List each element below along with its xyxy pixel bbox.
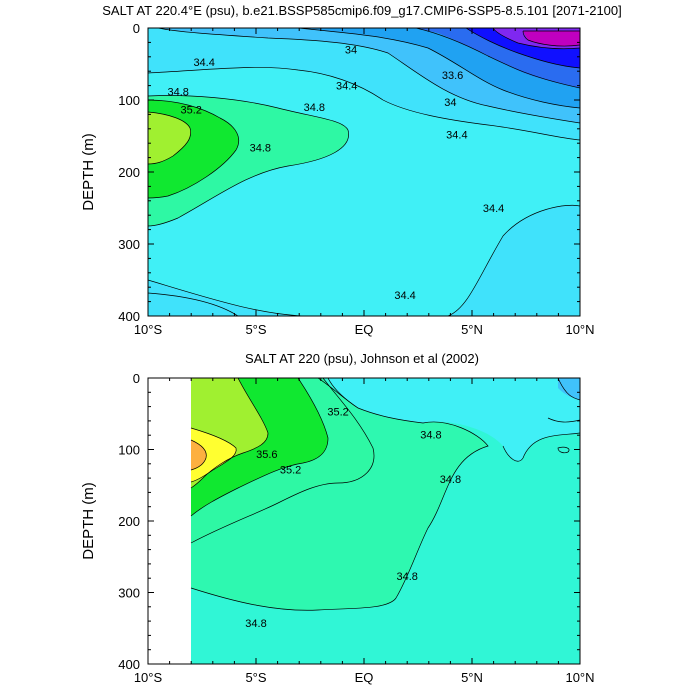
top-contour-34.8-a (148, 95, 349, 227)
x-tick-label: EQ (355, 670, 374, 685)
x-tick-label: 5°N (461, 670, 483, 685)
bottom-contour-34.6 (327, 378, 580, 462)
y-tick-label: 300 (118, 237, 140, 252)
bottom-contour-35.0 (190, 378, 375, 544)
top-y-axis-label: DEPTH (m) (80, 133, 97, 211)
bottom-contour-34.4 (557, 378, 580, 401)
x-tick-label: 10°S (134, 670, 163, 685)
contour-label: 34.4 (483, 203, 504, 215)
top-contour-35.2 (148, 99, 240, 199)
bottom-tick-labels: 10°S 5°S EQ 5°N 10°N 0 100 200 300 400 (118, 371, 594, 685)
top-contour-34.4-deep-right (318, 204, 580, 316)
bottom-fill-cyan (328, 378, 580, 462)
contour-label: 34.8 (440, 474, 461, 486)
bottom-fill-yellow (191, 428, 237, 482)
bottom-contour-35.8 (190, 439, 207, 471)
bottom-contour-35.4 (190, 378, 269, 489)
contour-label: 34.8 (250, 143, 271, 155)
bottom-y-axis-label: DEPTH (m) (80, 482, 97, 560)
top-tick-labels: 10°S 5°S EQ 5°N 10°N 0 100 200 300 400 (118, 21, 594, 337)
top-fill-purple (523, 31, 580, 47)
x-tick-label: 10°S (134, 322, 163, 337)
bottom-plot-area (148, 378, 580, 664)
bottom-panel: SALT AT 220 (psu), Johnson et al (2002) (80, 351, 595, 685)
contour-label: 35.2 (180, 104, 201, 116)
y-tick-label: 300 (118, 586, 140, 601)
bottom-fill-sky (558, 378, 580, 400)
x-tick-label: 10°N (565, 670, 594, 685)
bottom-chart-title: SALT AT 220 (psu), Johnson et al (2002) (245, 351, 479, 366)
x-tick-label: 5°S (245, 670, 266, 685)
y-tick-label: 400 (118, 309, 140, 324)
top-ticks (147, 27, 581, 317)
y-tick-label: 200 (118, 165, 140, 180)
bottom-contour-35.2 (190, 378, 329, 517)
contour-label: 34.4 (336, 81, 357, 93)
y-tick-label: 200 (118, 514, 140, 529)
top-fill-light-green (148, 112, 191, 164)
top-contour-35.6 (148, 111, 192, 165)
contour-label: 35.2 (280, 465, 301, 477)
contour-label: 34.4 (446, 130, 467, 142)
y-tick-label: 0 (133, 21, 140, 36)
contour-label: 35.6 (256, 449, 277, 461)
x-tick-label: 5°N (461, 322, 483, 337)
top-panel: SALT AT 220.4°E (psu), b.e21.BSSP585cmip… (80, 3, 622, 337)
bottom-contour-lines (190, 378, 580, 611)
bottom-contour-labels: 35.235.635.234.834.834.834.8 (245, 407, 461, 631)
top-contour-lines (148, 28, 580, 316)
contour-label: 34.8 (168, 86, 189, 98)
bottom-contour-35.6 (190, 427, 237, 483)
contour-label: 33.6 (442, 70, 463, 82)
top-contour-34.4-upper (148, 67, 580, 141)
contour-label: 34.8 (245, 618, 266, 630)
top-contour-34.0 (157, 28, 580, 124)
contour-label: 34.8 (420, 429, 441, 441)
bottom-contour-34.6-island (557, 446, 570, 454)
x-tick-label: 10°N (565, 322, 594, 337)
top-contour-34.4-bottom-left (148, 292, 239, 316)
y-tick-label: 100 (118, 93, 140, 108)
contour-label: 34.8 (304, 102, 325, 114)
top-chart-title: SALT AT 220.4°E (psu), b.e21.BSSP585cmip… (102, 3, 622, 18)
contour-label: 35.2 (327, 407, 348, 419)
top-contour-32.4 (492, 28, 580, 50)
y-tick-label: 0 (133, 371, 140, 386)
top-fill-light-cyan-deep (148, 205, 580, 316)
top-contour-33.2 (415, 28, 580, 89)
bottom-contour-34.8-main (190, 378, 489, 611)
y-tick-label: 400 (118, 657, 140, 672)
top-contour-labels: 34.4 34 34.4 33.6 34 34.4 34.8 35.2 34.8 34.8 34.4… (168, 45, 505, 303)
top-contour-33.6 (297, 28, 580, 109)
top-contour-32.8 (465, 28, 580, 69)
contour-label: 34.4 (193, 57, 214, 69)
contour-label: 34 (444, 97, 456, 109)
contour-label: 34 (345, 45, 357, 57)
bottom-ticks (147, 377, 581, 665)
top-contour-32.0 (522, 30, 580, 47)
x-tick-label: EQ (355, 322, 374, 337)
x-tick-label: 5°S (245, 322, 266, 337)
contour-label: 34.4 (394, 290, 415, 302)
contour-label: 34.8 (396, 571, 417, 583)
y-tick-label: 100 (118, 443, 140, 458)
top-plot-area (148, 28, 580, 316)
